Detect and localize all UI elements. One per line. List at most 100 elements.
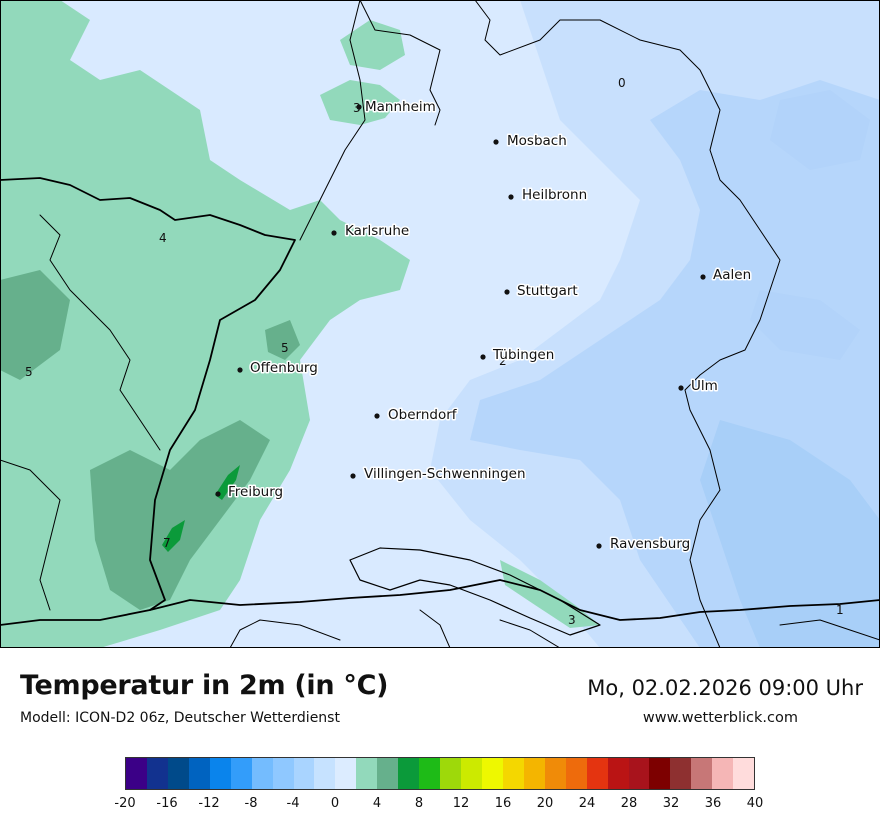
legend-tick-label: -16 (156, 796, 178, 811)
legend-tick-label: 24 (578, 796, 596, 811)
legend-swatch (377, 758, 399, 789)
city-ulm[interactable]: Ulm (678, 377, 719, 396)
legend-tick-label: 16 (494, 796, 512, 811)
border-bodensee (349, 547, 601, 636)
field-warm-blackforest (0, 270, 70, 380)
field-warm-rhine (90, 420, 270, 610)
legend-tick-label: 32 (662, 796, 680, 811)
city-oberndorf[interactable]: Oberndorf (374, 406, 459, 425)
city-label: Stuttgart (517, 283, 578, 299)
isoline-label: 3 (568, 613, 576, 627)
city-mannheim[interactable]: Mannheim (356, 98, 437, 117)
color-legend (125, 757, 755, 790)
city-dot (700, 274, 706, 280)
legend-tick-label: 12 (452, 796, 470, 811)
legend-swatch (586, 758, 608, 789)
legend-swatch (146, 758, 168, 789)
city-label: Aalen (713, 267, 751, 283)
legend-swatch (670, 758, 692, 789)
city-aalen[interactable]: Aalen (700, 266, 753, 285)
city-label: Oberndorf (388, 407, 458, 423)
border-lines (0, 0, 880, 648)
city-markers: Mannheim Mosbach Heilbronn Karlsruhe Stu… (215, 98, 753, 554)
city-dot (215, 491, 221, 497)
legend-ticks: -20 -16 -12 -8 -4 0 4 8 12 16 20 24 28 32 36 40 (114, 796, 763, 814)
isoline-label: 4 (159, 231, 167, 245)
isoline-label: 0 (618, 76, 626, 90)
isoline-label: 1 (836, 603, 844, 617)
city-stuttgart[interactable]: Stuttgart (504, 282, 579, 301)
border-inner-sw (0, 459, 61, 611)
legend-swatch (167, 758, 189, 789)
city-label: Ravensburg (610, 536, 690, 552)
legend-swatch (419, 758, 441, 789)
legend-tick-label: -8 (244, 796, 258, 811)
legend-swatch (607, 758, 629, 789)
city-mosbach[interactable]: Mosbach (493, 132, 568, 151)
legend-tick-label: 8 (414, 796, 424, 811)
field-warmest-south (162, 520, 185, 552)
legend-swatch (628, 758, 650, 789)
city-ravensburg[interactable]: Ravensburg (596, 535, 692, 554)
legend-tick-label: 40 (746, 796, 764, 811)
legend-swatch (523, 758, 545, 789)
border-inner-se (779, 619, 880, 641)
website-link[interactable]: www.wetterblick.com (642, 710, 798, 726)
temperature-field-layer (0, 0, 880, 648)
city-freiburg[interactable]: Freiburg (215, 483, 285, 502)
border-germany-france (0, 177, 296, 626)
legend-swatch (209, 758, 231, 789)
city-heilbronn[interactable]: Heilbronn (508, 186, 589, 205)
legend-tick-label: 0 (330, 796, 340, 811)
border-state-north (299, 0, 366, 241)
map-title: Temperatur in 2m (in °C) (20, 670, 389, 701)
border-inner-west (39, 214, 161, 451)
temperature-map: 0 3 4 5 5 2 7 3 1 Mannheim Mosbach Heilb… (0, 0, 880, 648)
legend-tick-label: -12 (198, 796, 220, 811)
city-label: Mannheim (365, 99, 436, 115)
city-dot (493, 139, 499, 145)
city-dot (504, 289, 510, 295)
legend-swatch (230, 758, 252, 789)
border-lower-south (419, 609, 451, 648)
legend-swatch (733, 758, 755, 789)
city-karlsruhe[interactable]: Karlsruhe (331, 222, 411, 241)
legend-swatch (481, 758, 503, 789)
city-dot (237, 367, 243, 373)
legend-swatch (293, 758, 315, 789)
city-dot (331, 230, 337, 236)
legend-swatch (356, 758, 378, 789)
city-offenburg[interactable]: Offenburg (237, 359, 319, 378)
border-state-east (474, 0, 781, 648)
city-dot (596, 543, 602, 549)
field-cold-spot-e (750, 290, 860, 360)
field-coldest-se (700, 420, 880, 648)
city-label: Villingen-Schwenningen (364, 466, 526, 482)
city-villingen-schwenningen[interactable]: Villingen-Schwenningen (350, 465, 527, 484)
forecast-datetime: Mo, 02.02.2026 09:00 Uhr (587, 676, 863, 700)
city-tuebingen[interactable]: Tübingen (480, 346, 556, 365)
legend-tick-label: 20 (536, 796, 554, 811)
field-mild-mannheim (320, 80, 400, 125)
legend-swatch (712, 758, 734, 789)
legend-swatch (126, 758, 147, 789)
legend-swatch (440, 758, 461, 789)
city-label: Offenburg (250, 360, 318, 376)
border-inner-south (229, 619, 341, 648)
city-dot (678, 385, 684, 391)
legend-swatch (565, 758, 587, 789)
city-label: Tübingen (492, 347, 554, 363)
city-dot (508, 194, 514, 200)
city-label: Freiburg (228, 484, 283, 500)
legend-swatch (544, 758, 566, 789)
legend-swatch (335, 758, 357, 789)
legend-tick-label: 36 (704, 796, 722, 811)
border-north-hesse (359, 0, 441, 126)
field-mild-north (340, 20, 405, 70)
legend-swatch (188, 758, 210, 789)
city-dot (350, 473, 356, 479)
legend-swatch (502, 758, 524, 789)
field-cold-spot-ne (770, 90, 870, 170)
city-dot (356, 104, 362, 110)
isoline-label: 7 (163, 536, 171, 550)
